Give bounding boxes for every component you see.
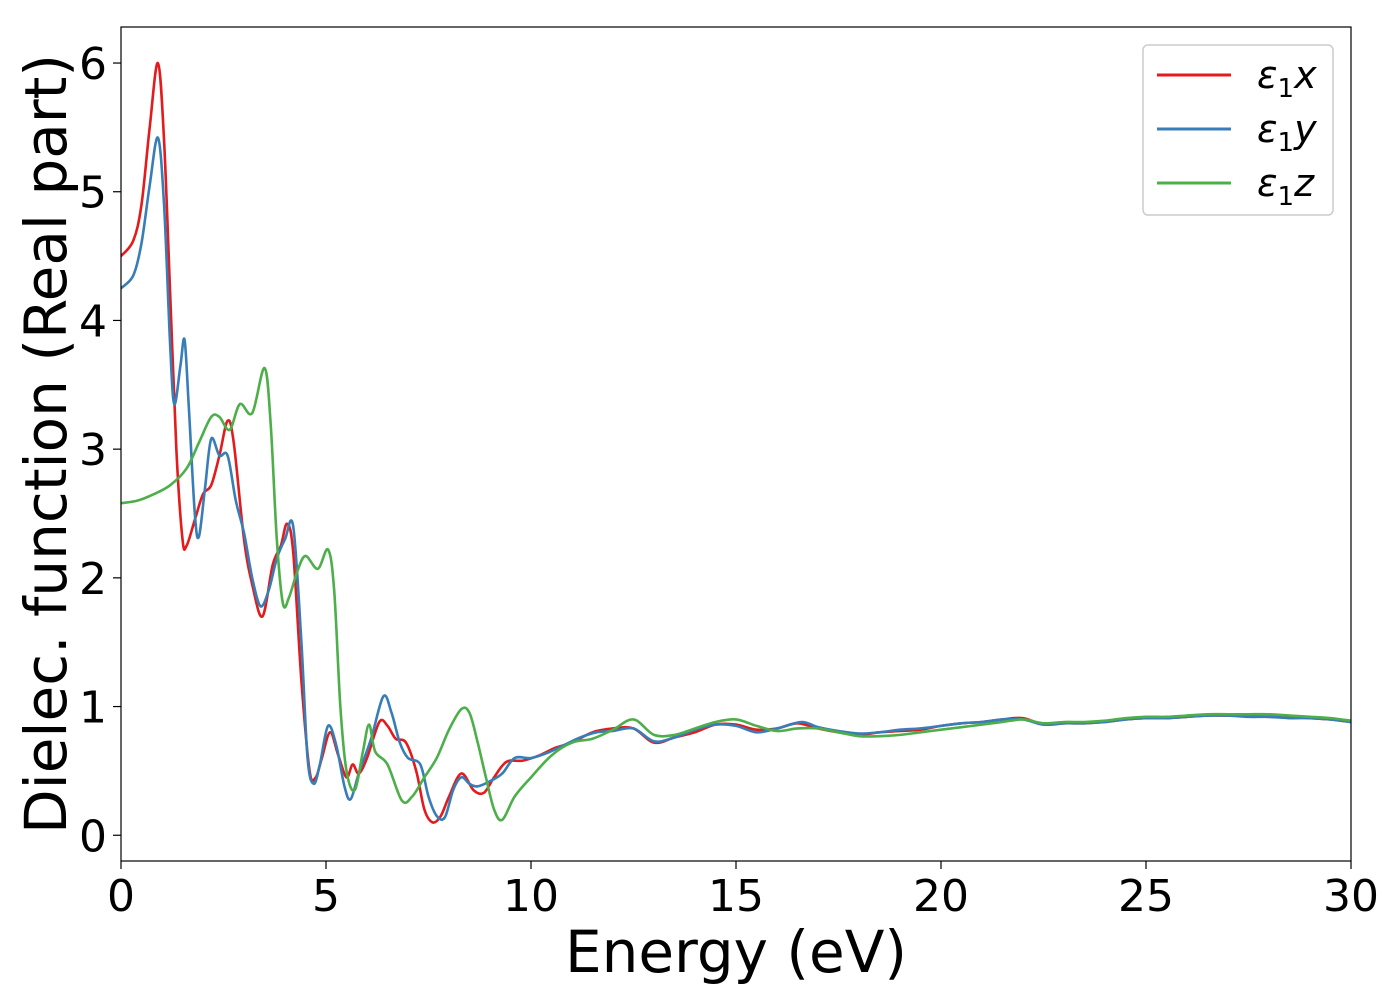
x-tick-label: 5: [312, 871, 340, 922]
y-tick-label: 2: [79, 554, 107, 605]
legend-box: [1142, 44, 1334, 216]
y-tick-label: 3: [79, 425, 107, 476]
y-tick-label: 5: [79, 168, 107, 219]
x-tick-label: 30: [1323, 871, 1379, 922]
x-tick-label: 10: [503, 871, 559, 922]
legend-label-x: ε1x: [1257, 53, 1317, 104]
y-tick-label: 1: [79, 683, 107, 734]
x-tick-label: 20: [913, 871, 969, 922]
y-tick-label: 0: [79, 811, 107, 862]
series-layer: [121, 61, 1351, 824]
y-axis-label: Dielec. function (Real part): [12, 54, 80, 834]
y-tick-label: 6: [79, 39, 107, 90]
y-tick-label: 4: [79, 296, 107, 347]
legend-label-z: ε1z: [1257, 161, 1315, 212]
x-tick-label: 15: [708, 871, 764, 922]
x-tick-label: 25: [1118, 871, 1174, 922]
x-tick-label: 0: [107, 871, 135, 922]
x-axis-label: Energy (eV): [565, 918, 907, 986]
ticks-layer: 0 5 10 15 20 25 30 0 1 2 3 4 5 6: [79, 39, 1379, 922]
legend-label-y: ε1y: [1257, 107, 1317, 158]
series-line-z: [121, 366, 1351, 822]
